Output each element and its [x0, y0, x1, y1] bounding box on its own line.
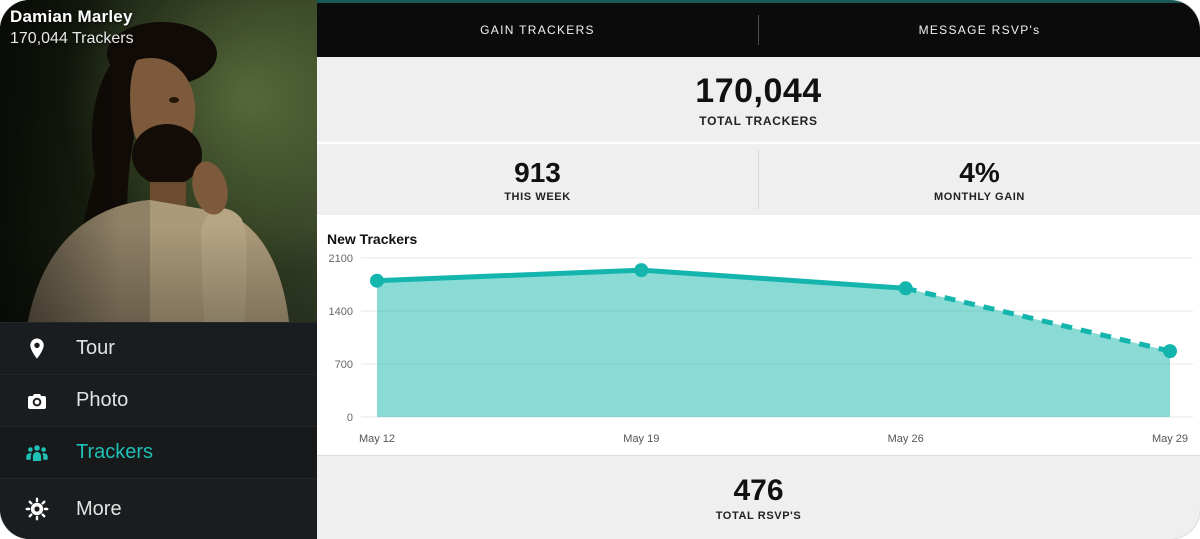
- monthly-gain-stat: 4% MONTHLY GAIN: [759, 144, 1200, 215]
- total-trackers-value: 170,044: [695, 71, 822, 110]
- total-rsvps-value: 476: [733, 473, 784, 507]
- svg-text:1400: 1400: [329, 306, 353, 318]
- sidebar: Damian Marley 170,044 Trackers Tour Phot…: [0, 0, 317, 539]
- tab-bar: GAIN TRACKERS MESSAGE RSVP's: [317, 3, 1200, 57]
- sidebar-item-tour[interactable]: Tour: [0, 322, 317, 374]
- sidebar-item-label: Tour: [76, 337, 115, 359]
- new-trackers-chart: New Trackers 0 700 1400 2100 May 12 May 19 May…: [317, 215, 1200, 455]
- monthly-gain-label: MONTHLY GAIN: [934, 190, 1025, 203]
- total-rsvps-stat: 476 TOTAL RSVP'S: [317, 455, 1200, 539]
- sidebar-item-trackers[interactable]: Trackers: [0, 426, 317, 478]
- svg-text:May 12: May 12: [359, 433, 395, 445]
- camera-icon: [24, 388, 50, 414]
- svg-text:May 29: May 29: [1152, 433, 1188, 445]
- sidebar-item-label: Photo: [76, 389, 129, 411]
- gear-icon: [24, 496, 50, 522]
- stat-divider: [758, 150, 759, 209]
- svg-text:May 26: May 26: [888, 433, 924, 445]
- this-week-stat: 913 THIS WEEK: [317, 144, 758, 215]
- top-accent-strip: [317, 0, 1200, 3]
- this-week-value: 913: [514, 156, 561, 188]
- artist-name: Damian Marley: [10, 7, 133, 26]
- weekly-stats-row: 913 THIS WEEK 4% MONTHLY GAIN: [317, 144, 1200, 215]
- sidebar-item-label: More: [76, 497, 122, 520]
- total-rsvps-label: TOTAL RSVP'S: [715, 509, 802, 522]
- photo-vignette: [0, 0, 317, 322]
- svg-text:May 19: May 19: [623, 433, 659, 445]
- tab-gain-trackers[interactable]: GAIN TRACKERS: [480, 23, 595, 37]
- main-panel: GAIN TRACKERS MESSAGE RSVP's 170,044 TOT…: [317, 0, 1200, 539]
- area-chart: 0 700 1400 2100 May 12 May 19 May 26 May 29: [329, 253, 1193, 445]
- sidebar-item-label: Trackers: [76, 441, 154, 463]
- svg-text:2100: 2100: [329, 253, 353, 265]
- total-trackers-label: TOTAL TRACKERS: [699, 113, 818, 128]
- artist-photo: Damian Marley 170,044 Trackers: [0, 0, 317, 322]
- sidebar-item-photo[interactable]: Photo: [0, 374, 317, 426]
- tab-message-rsvps[interactable]: MESSAGE RSVP's: [918, 23, 1041, 37]
- svg-text:0: 0: [347, 412, 353, 424]
- total-trackers-stat: 170,044 TOTAL TRACKERS: [317, 57, 1200, 144]
- this-week-label: THIS WEEK: [504, 190, 571, 203]
- monthly-gain-value: 4%: [959, 156, 1000, 188]
- artist-trackers-count: 170,044 Trackers: [10, 30, 134, 47]
- sidebar-menu: Tour Photo Trackers More: [0, 322, 317, 539]
- chart-title: New Trackers: [327, 231, 418, 247]
- tab-divider: [758, 15, 759, 45]
- sidebar-item-more[interactable]: More: [0, 478, 317, 539]
- pin-icon: [24, 336, 50, 362]
- svg-text:700: 700: [335, 359, 353, 371]
- people-icon: [24, 440, 50, 466]
